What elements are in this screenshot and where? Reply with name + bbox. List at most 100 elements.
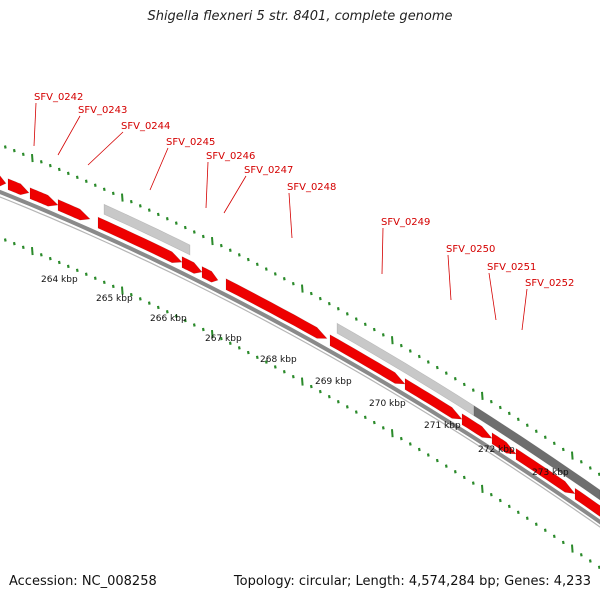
leader-line-sfv-0244 [87, 131, 124, 166]
kbp-label: 270 kbp [369, 399, 406, 409]
gene-arrow-sfv-0249[interactable] [329, 334, 406, 385]
lower-track-tick [255, 355, 259, 360]
lower-track-tick [201, 327, 205, 332]
upper-track-tick [301, 284, 304, 293]
lower-track-tick [345, 405, 349, 409]
gene-label-sfv-0246[interactable]: SFV_0246 [206, 151, 255, 162]
upper-track-tick [498, 405, 502, 410]
lower-track-tick [3, 238, 7, 242]
gene-label-sfv-0244[interactable]: SFV_0244 [121, 121, 170, 132]
gene-track[interactable] [0, 172, 600, 525]
lower-track-tick [102, 280, 106, 285]
gene-label-sfv-0250[interactable]: SFV_0250 [446, 244, 495, 255]
gene-label-sfv-0251[interactable]: SFV_0251 [487, 262, 536, 273]
kbp-label: 265 kbp [96, 294, 133, 304]
gene-arrow-next-2[interactable] [574, 487, 600, 525]
gene-arrow-next-1[interactable] [515, 447, 576, 495]
upper-track-tick [273, 272, 277, 276]
lower-track-tick [66, 264, 70, 269]
upper-track-tick [561, 447, 565, 452]
upper-track-tick [336, 307, 340, 311]
upper-track-tick [507, 411, 511, 416]
lower-track-tick [336, 400, 340, 404]
gene-arrow-sfv-0250-outer[interactable] [473, 405, 600, 501]
upper-track-tick [156, 212, 160, 217]
upper-track-tick [444, 371, 448, 375]
lower-track-tick [39, 253, 43, 257]
lower-track-tick [318, 389, 322, 394]
lower-track-tick [516, 510, 520, 514]
gene-arrow-prior-1[interactable] [0, 172, 7, 187]
leader-line-sfv-0242 [33, 102, 37, 147]
gene-label-sfv-0245[interactable]: SFV_0245 [166, 137, 215, 148]
upper-track-tick [516, 417, 520, 421]
upper-track-tick [48, 163, 52, 168]
gene-label-sfv-0242[interactable]: SFV_0242 [34, 92, 83, 103]
upper-track-tick [111, 191, 115, 196]
lower-track-tick [363, 415, 367, 420]
gene-label-sfv-0247[interactable]: SFV_0247 [244, 165, 293, 176]
backbone-line-inner [0, 196, 600, 528]
lower-track-tick [453, 470, 457, 474]
upper-track-tick [183, 225, 187, 230]
upper-track-tick [211, 236, 214, 246]
upper-track-tick [84, 179, 88, 183]
lower-track-tick [327, 394, 331, 399]
gene-arrow-sfv-0247[interactable] [201, 266, 219, 283]
genome-summary-text: Topology: circular; Length: 4,574,284 bp… [233, 574, 591, 589]
gene-arrow-sfv-0248[interactable] [225, 278, 328, 339]
upper-track-tick [345, 312, 349, 316]
gene-label-sfv-0249[interactable]: SFV_0249 [381, 217, 430, 228]
gene-arrow-prior-2[interactable] [7, 178, 30, 196]
lower-track-tick [391, 429, 394, 438]
lower-track-tick [291, 374, 295, 379]
lower-track-tick [129, 292, 133, 297]
upper-track-tick [129, 199, 133, 204]
gene-label-sfv-0252[interactable]: SFV_0252 [525, 278, 574, 289]
upper-track-tick [408, 349, 412, 353]
upper-track-tick [571, 451, 574, 460]
upper-track-tick [192, 230, 196, 234]
lower-track-tick [301, 377, 304, 386]
kbp-label: 272 kbp [478, 445, 515, 455]
lower-track-tick [48, 256, 52, 261]
upper-track-tick [66, 171, 70, 176]
upper-track-tick [39, 160, 43, 164]
upper-track-tick [588, 466, 592, 470]
gene-arrow-prior-4[interactable] [57, 199, 91, 221]
lower-track-tick [417, 447, 421, 452]
upper-track-tick [391, 336, 394, 345]
lower-track-tick [435, 458, 439, 463]
upper-track-tick [264, 267, 268, 271]
lower-track-tick [219, 336, 223, 341]
gene-label-sfv-0243[interactable]: SFV_0243 [78, 105, 127, 116]
upper-track-tick [489, 399, 493, 404]
lower-track-tick [84, 272, 88, 276]
kbp-label: 268 kbp [260, 355, 297, 365]
upper-track-tick [381, 333, 385, 337]
upper-track-tick [399, 343, 403, 348]
upper-track-tick [75, 175, 79, 179]
gene-arrow-prior-3[interactable] [29, 187, 59, 207]
gene-arrow-sfv-0246[interactable] [181, 256, 203, 274]
gene-arrow-sfv-0251[interactable] [461, 413, 493, 439]
genome-title: Shigella flexneri 5 str. 8401, complete … [147, 9, 453, 24]
gene-arrow-sfv-0245[interactable] [97, 216, 183, 264]
upper-track-tick [579, 460, 583, 464]
lower-track-tick [444, 464, 448, 468]
gene-arrow-sfv-0250[interactable] [404, 377, 463, 420]
leader-line-sfv-0251 [488, 272, 497, 321]
gene-arrow-highlight-1[interactable] [103, 203, 191, 256]
upper-track-tick [471, 388, 475, 392]
leader-line-sfv-0248 [288, 192, 293, 239]
lower-tick-track [3, 238, 600, 570]
upper-track-tick [201, 234, 205, 239]
gene-arrow-sfv-0252[interactable] [491, 432, 517, 455]
upper-track-tick [481, 391, 484, 400]
upper-track-tick [363, 322, 367, 327]
lower-track-tick [399, 436, 403, 441]
upper-track-tick [525, 423, 529, 427]
kbp-label: 273 kbp [532, 468, 569, 478]
gene-label-sfv-0248[interactable]: SFV_0248 [287, 182, 336, 193]
